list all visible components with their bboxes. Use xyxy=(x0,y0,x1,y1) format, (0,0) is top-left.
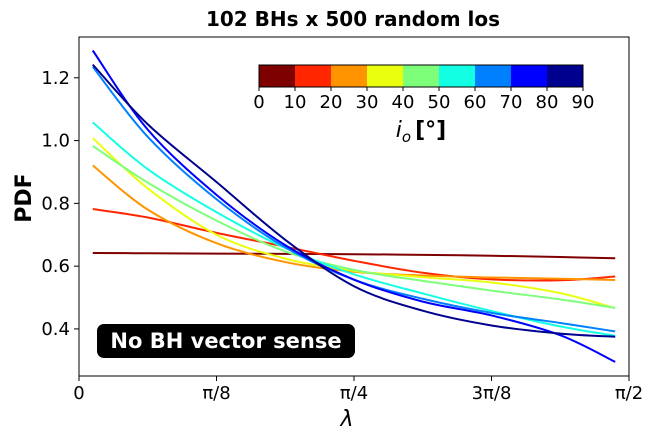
colorbar-tick-label: 90 xyxy=(572,92,595,113)
colorbar-segment xyxy=(403,65,440,87)
y-tick-label: 0.4 xyxy=(41,319,70,340)
y-tick-label: 0.8 xyxy=(41,193,70,214)
colorbar-tick-label: 40 xyxy=(392,92,415,113)
y-tick-label: 0.6 xyxy=(41,256,70,277)
chart-title: 102 BHs x 500 random los xyxy=(206,7,500,31)
colorbar-frame xyxy=(258,64,584,88)
y-axis-label: PDF xyxy=(12,173,37,222)
plot-frame xyxy=(78,36,630,377)
colorbar-segment xyxy=(511,65,548,87)
annotation-box xyxy=(97,324,355,358)
x-tick-label: 0 xyxy=(73,383,84,404)
series-line-8 xyxy=(92,63,616,338)
series-line-4 xyxy=(92,145,616,309)
colorbar-tick-label: 20 xyxy=(320,92,343,113)
annotation-text: No BH vector sense xyxy=(110,329,341,353)
colorbar-segment xyxy=(295,65,332,87)
colorbar-segment xyxy=(259,65,296,87)
x-axis-label: λ xyxy=(339,407,353,432)
x-tick-label: π/8 xyxy=(202,383,230,404)
series-line-2 xyxy=(92,164,616,281)
colorbar-tick-label: 30 xyxy=(356,92,379,113)
colorbar-tick-label: 60 xyxy=(464,92,487,113)
y-tick-label: 1.2 xyxy=(41,68,70,89)
colorbar-tick-label: 50 xyxy=(428,92,451,113)
x-tick-label: π/4 xyxy=(340,383,368,404)
series-line-7 xyxy=(91,49,616,363)
colorbar-segment xyxy=(367,65,404,87)
colorbar-label: io [°] xyxy=(396,118,446,146)
colorbar: 0 10 20 30 40 50 60 70 80 90 xyxy=(253,64,595,113)
x-tick-label: π/2 xyxy=(615,383,643,404)
series-line-5 xyxy=(92,121,616,337)
plot-lines xyxy=(91,49,616,363)
colorbar-tick-label: 80 xyxy=(536,92,559,113)
colorbar-tick-label: 10 xyxy=(284,92,307,113)
x-tick-label: 3π/8 xyxy=(472,383,512,404)
colorbar-tick-label: 0 xyxy=(253,92,264,113)
colorbar-tick-label: 70 xyxy=(500,92,523,113)
colorbar-segment xyxy=(331,65,368,87)
x-axis-ticks: 0 π/8 π/4 3π/8 π/2 xyxy=(73,376,643,404)
series-line-0 xyxy=(92,251,616,260)
colorbar-segment xyxy=(475,65,512,87)
colorbar-segment xyxy=(439,65,476,87)
y-axis-ticks: 0.4 0.6 0.8 1.0 1.2 xyxy=(41,68,79,340)
colorbar-segment xyxy=(547,65,584,87)
y-tick-label: 1.0 xyxy=(41,131,70,152)
